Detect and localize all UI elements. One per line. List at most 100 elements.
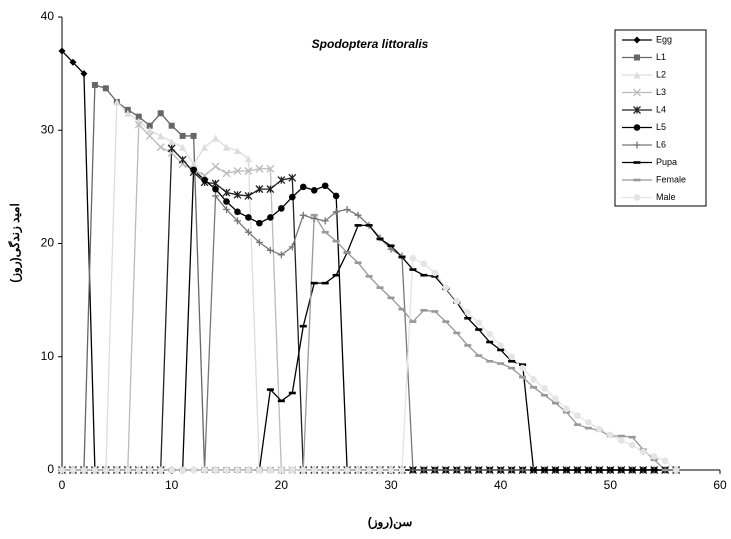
data-point: [244, 228, 252, 236]
data-point: [223, 143, 230, 151]
data-point: [453, 466, 461, 474]
data-point: [321, 281, 329, 285]
y-tick-label: 30: [41, 122, 55, 136]
data-point: [245, 214, 252, 221]
data-point: [617, 434, 625, 438]
data-point: [91, 466, 99, 474]
data-point: [475, 466, 483, 474]
data-point: [464, 309, 472, 316]
data-point: [310, 281, 318, 285]
y-axis-label: امید زندگی(روز): [7, 203, 23, 283]
data-point: [431, 275, 439, 278]
data-point: [233, 190, 242, 199]
data-point: [310, 186, 318, 194]
legend-marker: [633, 124, 641, 131]
data-point: [650, 458, 658, 462]
data-point: [661, 457, 669, 465]
data-point: [134, 120, 143, 129]
data-point: [475, 328, 483, 331]
data-point: [179, 466, 186, 474]
data-point: [146, 122, 153, 129]
data-point: [113, 466, 121, 474]
data-point: [431, 269, 439, 277]
data-point: [245, 466, 252, 474]
data-point: [607, 431, 614, 439]
data-point: [420, 273, 428, 277]
data-point: [354, 261, 362, 265]
data-point: [332, 239, 340, 243]
data-point: [222, 188, 231, 197]
data-point: [266, 164, 275, 173]
data-point: [146, 466, 154, 474]
data-point: [145, 131, 154, 140]
data-point: [211, 162, 220, 171]
data-point: [584, 426, 592, 430]
x-tick-label: 20: [275, 478, 289, 492]
legend-marker: [633, 88, 641, 97]
data-point: [475, 319, 483, 327]
data-point: [223, 198, 230, 205]
data-point: [420, 466, 428, 474]
data-point: [431, 310, 439, 313]
data-point: [157, 466, 164, 474]
data-point: [255, 185, 264, 194]
data-point: [168, 138, 176, 146]
data-point: [442, 320, 450, 323]
y-tick-label: 10: [41, 349, 55, 363]
data-point: [530, 468, 538, 472]
data-point: [596, 425, 603, 433]
x-tick-label: 10: [165, 478, 179, 492]
data-point: [190, 466, 197, 474]
y-tick-label: 20: [41, 236, 55, 250]
series-line: [62, 146, 677, 471]
data-point: [233, 217, 241, 225]
data-point: [365, 224, 373, 227]
legend-marker: [633, 178, 641, 182]
data-point: [541, 385, 548, 392]
legend-label: L1: [656, 52, 666, 62]
data-point: [595, 468, 603, 472]
data-point: [519, 375, 527, 379]
data-point: [212, 466, 219, 474]
data-point: [178, 155, 187, 164]
data-point: [486, 466, 494, 474]
data-point: [332, 208, 340, 216]
data-point: [573, 423, 581, 426]
data-point: [354, 224, 362, 227]
data-point: [146, 126, 154, 134]
data-point: [497, 466, 505, 474]
data-point: [299, 466, 307, 474]
data-point: [442, 284, 450, 291]
data-point: [562, 468, 570, 472]
data-point: [365, 275, 373, 278]
data-point: [398, 466, 406, 474]
data-point: [179, 132, 186, 139]
data-point: [201, 466, 208, 474]
data-point: [398, 255, 406, 259]
data-point: [201, 143, 209, 151]
data-point: [618, 437, 625, 444]
data-point: [277, 251, 285, 259]
data-point: [508, 366, 516, 370]
data-point: [376, 237, 384, 241]
data-point: [168, 122, 175, 129]
legend-label: L4: [656, 104, 666, 114]
data-point: [288, 391, 296, 395]
data-point: [190, 132, 197, 139]
data-point: [508, 353, 515, 361]
data-point: [212, 134, 220, 142]
series-line: [62, 168, 677, 471]
data-point: [387, 466, 395, 474]
data-point: [585, 419, 592, 426]
data-point: [256, 219, 263, 227]
legend-label: Female: [656, 174, 686, 184]
data-point: [69, 466, 77, 474]
x-tick-label: 30: [384, 478, 398, 492]
data-point: [212, 185, 219, 193]
data-point: [288, 243, 296, 251]
data-point: [343, 251, 351, 254]
data-point: [289, 466, 296, 474]
legend-label: L2: [656, 69, 666, 79]
data-point: [464, 466, 472, 474]
data-point: [124, 109, 132, 117]
